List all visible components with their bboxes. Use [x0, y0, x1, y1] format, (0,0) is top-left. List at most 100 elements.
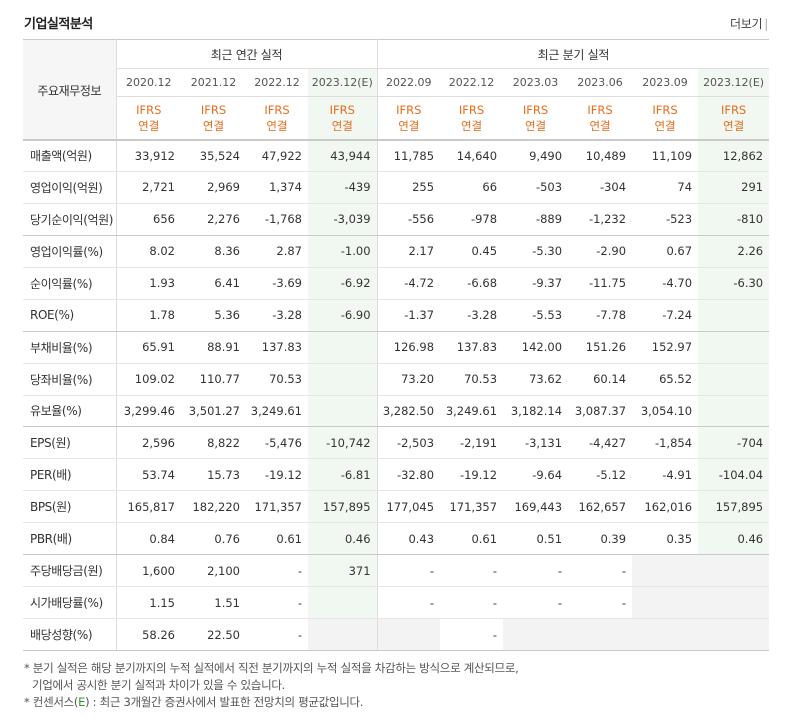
- table-cell: 5.36: [181, 299, 246, 332]
- table-row: 부채비율(%) 65.91 88.91 137.83 126.98 137.83 142.0…: [23, 331, 770, 364]
- table-cell: 152.97: [632, 331, 699, 364]
- row-label: 당좌비율(%): [23, 363, 116, 396]
- row-label: 영업이익(억원): [23, 171, 116, 204]
- table-row: 당기순이익(억원) 656 2,276 -1,768 -3,039 -556 -978 -88…: [23, 203, 770, 236]
- table-cell: 0.46: [308, 522, 378, 556]
- table-cell: 8.02: [115, 235, 181, 268]
- row-label: 주당배당금(원): [23, 554, 116, 588]
- table-cell: 3,182.14: [503, 395, 569, 428]
- table-cell: [568, 618, 633, 651]
- more-link[interactable]: 더보기 |: [730, 15, 768, 32]
- table-row: 유보율(%) 3,299.46 3,501.27 3,249.61 3,282.50 3,…: [23, 395, 770, 428]
- ifrs-header: IFRS 연결: [698, 96, 770, 141]
- ifrs-header: IFRS 연결: [632, 96, 699, 141]
- table-cell: -3,039: [308, 203, 378, 236]
- table-row: 매출액(억원) 33,912 35,524 47,922 43,944 11,785 14,…: [23, 139, 770, 172]
- table-cell: 10,489: [568, 139, 633, 172]
- table-row: ROE(%) 1.78 5.36 -3.28 -6.90 -1.37 -3.28 -5.53-…: [23, 299, 770, 332]
- table-cell: -3,131: [503, 426, 569, 460]
- ifrs-label: IFRS: [587, 102, 613, 117]
- footnote-line1: * 분기 실적은 해당 분기까지의 누적 실적에서 직전 분기까지의 누적 실적…: [24, 661, 519, 675]
- row-label: 당기순이익(억원): [23, 203, 116, 236]
- more-link-label[interactable]: 더보기: [730, 17, 763, 31]
- period-header: 2020.12: [115, 68, 181, 97]
- table-cell: 0.51: [503, 522, 569, 556]
- table-cell: 73.20: [377, 363, 441, 396]
- table-cell: 0.39: [568, 522, 633, 556]
- row-label: 배당성향(%): [23, 618, 116, 651]
- table-cell: 43,944: [308, 139, 378, 172]
- table-cell: 65.91: [115, 331, 181, 364]
- period-header: 2021.12: [181, 68, 246, 97]
- table-cell: 1.51: [181, 586, 246, 620]
- table-cell: 0.61: [440, 522, 504, 556]
- section-title: 기업실적분석: [24, 17, 93, 32]
- table-cell: 15.73: [181, 458, 246, 492]
- table-cell: 0.67: [632, 235, 699, 268]
- annual-group-header: 최근 연간 실적: [115, 39, 378, 69]
- period-header: 2023.12(E): [698, 68, 770, 97]
- table-cell: -810: [698, 203, 770, 236]
- table-cell: 110.77: [181, 363, 246, 396]
- table-row: EPS(원) 2,596 8,822 -5,476 -10,742 -2,503 -2,19…: [23, 426, 770, 460]
- consolidated-label: 연결: [398, 118, 420, 133]
- table-cell: [308, 618, 378, 651]
- footnote-line3: * 컨센서스(E) : 최근 3개월간 증권사에서 발표한 전망치의 평균값입니…: [24, 694, 518, 711]
- table-cell: 142.00: [503, 331, 569, 364]
- ifrs-header-row: IFRS 연결 IFRS 연결 IFRS 연결 IFRS 연결 IFRS 연결 IFRS 연결 IFRS…: [23, 96, 770, 141]
- table-cell: -9.37: [503, 267, 569, 300]
- table-cell: 151.26: [568, 331, 633, 364]
- ifrs-label: IFRS: [136, 102, 162, 117]
- table-cell: 1.78: [115, 299, 181, 332]
- table-cell: 171,357: [440, 490, 504, 524]
- table-cell: -6.68: [440, 267, 504, 300]
- table-cell: -19.12: [246, 458, 308, 492]
- table-cell: -: [503, 554, 569, 588]
- table-cell: -4.91: [632, 458, 699, 492]
- consolidated-label: 연결: [723, 118, 745, 133]
- table-cell: [632, 618, 699, 651]
- table-cell: 0.45: [440, 235, 504, 268]
- table-cell: -1,768: [246, 203, 308, 236]
- table-cell: 3,054.10: [632, 395, 699, 428]
- table-cell: 2,276: [181, 203, 246, 236]
- table-cell: -704: [698, 426, 770, 460]
- table-cell: 0.35: [632, 522, 699, 556]
- table-row: 당좌비율(%) 109.02 110.77 70.53 73.20 70.53 73.62 6…: [23, 363, 770, 396]
- table-cell: -1,854: [632, 426, 699, 460]
- table-cell: -2,503: [377, 426, 441, 460]
- table-cell: -7.24: [632, 299, 699, 332]
- table-cell: -5.30: [503, 235, 569, 268]
- table-cell: -889: [503, 203, 569, 236]
- table-cell: -: [246, 554, 308, 588]
- quarter-group-header: 최근 분기 실적: [377, 39, 770, 69]
- table-cell: -439: [308, 171, 378, 204]
- corner-header: 주요재무정보: [23, 39, 116, 141]
- table-cell: -: [246, 586, 308, 620]
- table-row: PER(배) 53.74 15.73 -19.12 -6.81 -32.80 -19.12-…: [23, 458, 770, 492]
- ifrs-header: IFRS 연결: [503, 96, 569, 141]
- period-header: 2022.12: [246, 68, 308, 97]
- consolidated-label: 연결: [202, 118, 225, 133]
- ifrs-header: IFRS 연결: [115, 96, 181, 141]
- footnote-line2: 기업에서 공시한 분기 실적과 차이가 있을 수 있습니다.: [32, 678, 286, 692]
- row-label: ROE(%): [23, 299, 116, 332]
- table-cell: [698, 618, 770, 651]
- ifrs-label: IFRS: [522, 102, 549, 117]
- consolidated-label: 연결: [589, 118, 611, 133]
- table-cell: 0.76: [181, 522, 246, 556]
- table-cell: 3,501.27: [181, 395, 246, 428]
- table-cell: -: [440, 586, 504, 620]
- table-cell: -: [568, 554, 633, 588]
- table-cell: -6.81: [308, 458, 378, 492]
- ifrs-label: IFRS: [200, 102, 227, 117]
- table-cell: [698, 554, 770, 588]
- table-cell: -10,742: [308, 426, 378, 460]
- table-cell: 11,785: [377, 139, 441, 172]
- table-cell: 162,657: [568, 490, 633, 524]
- table-cell: -: [377, 554, 441, 588]
- table-cell: -: [503, 586, 569, 620]
- period-header: 2022.12: [440, 68, 504, 97]
- period-header: 2023.03: [503, 68, 569, 97]
- table-cell: 2.17: [377, 235, 441, 268]
